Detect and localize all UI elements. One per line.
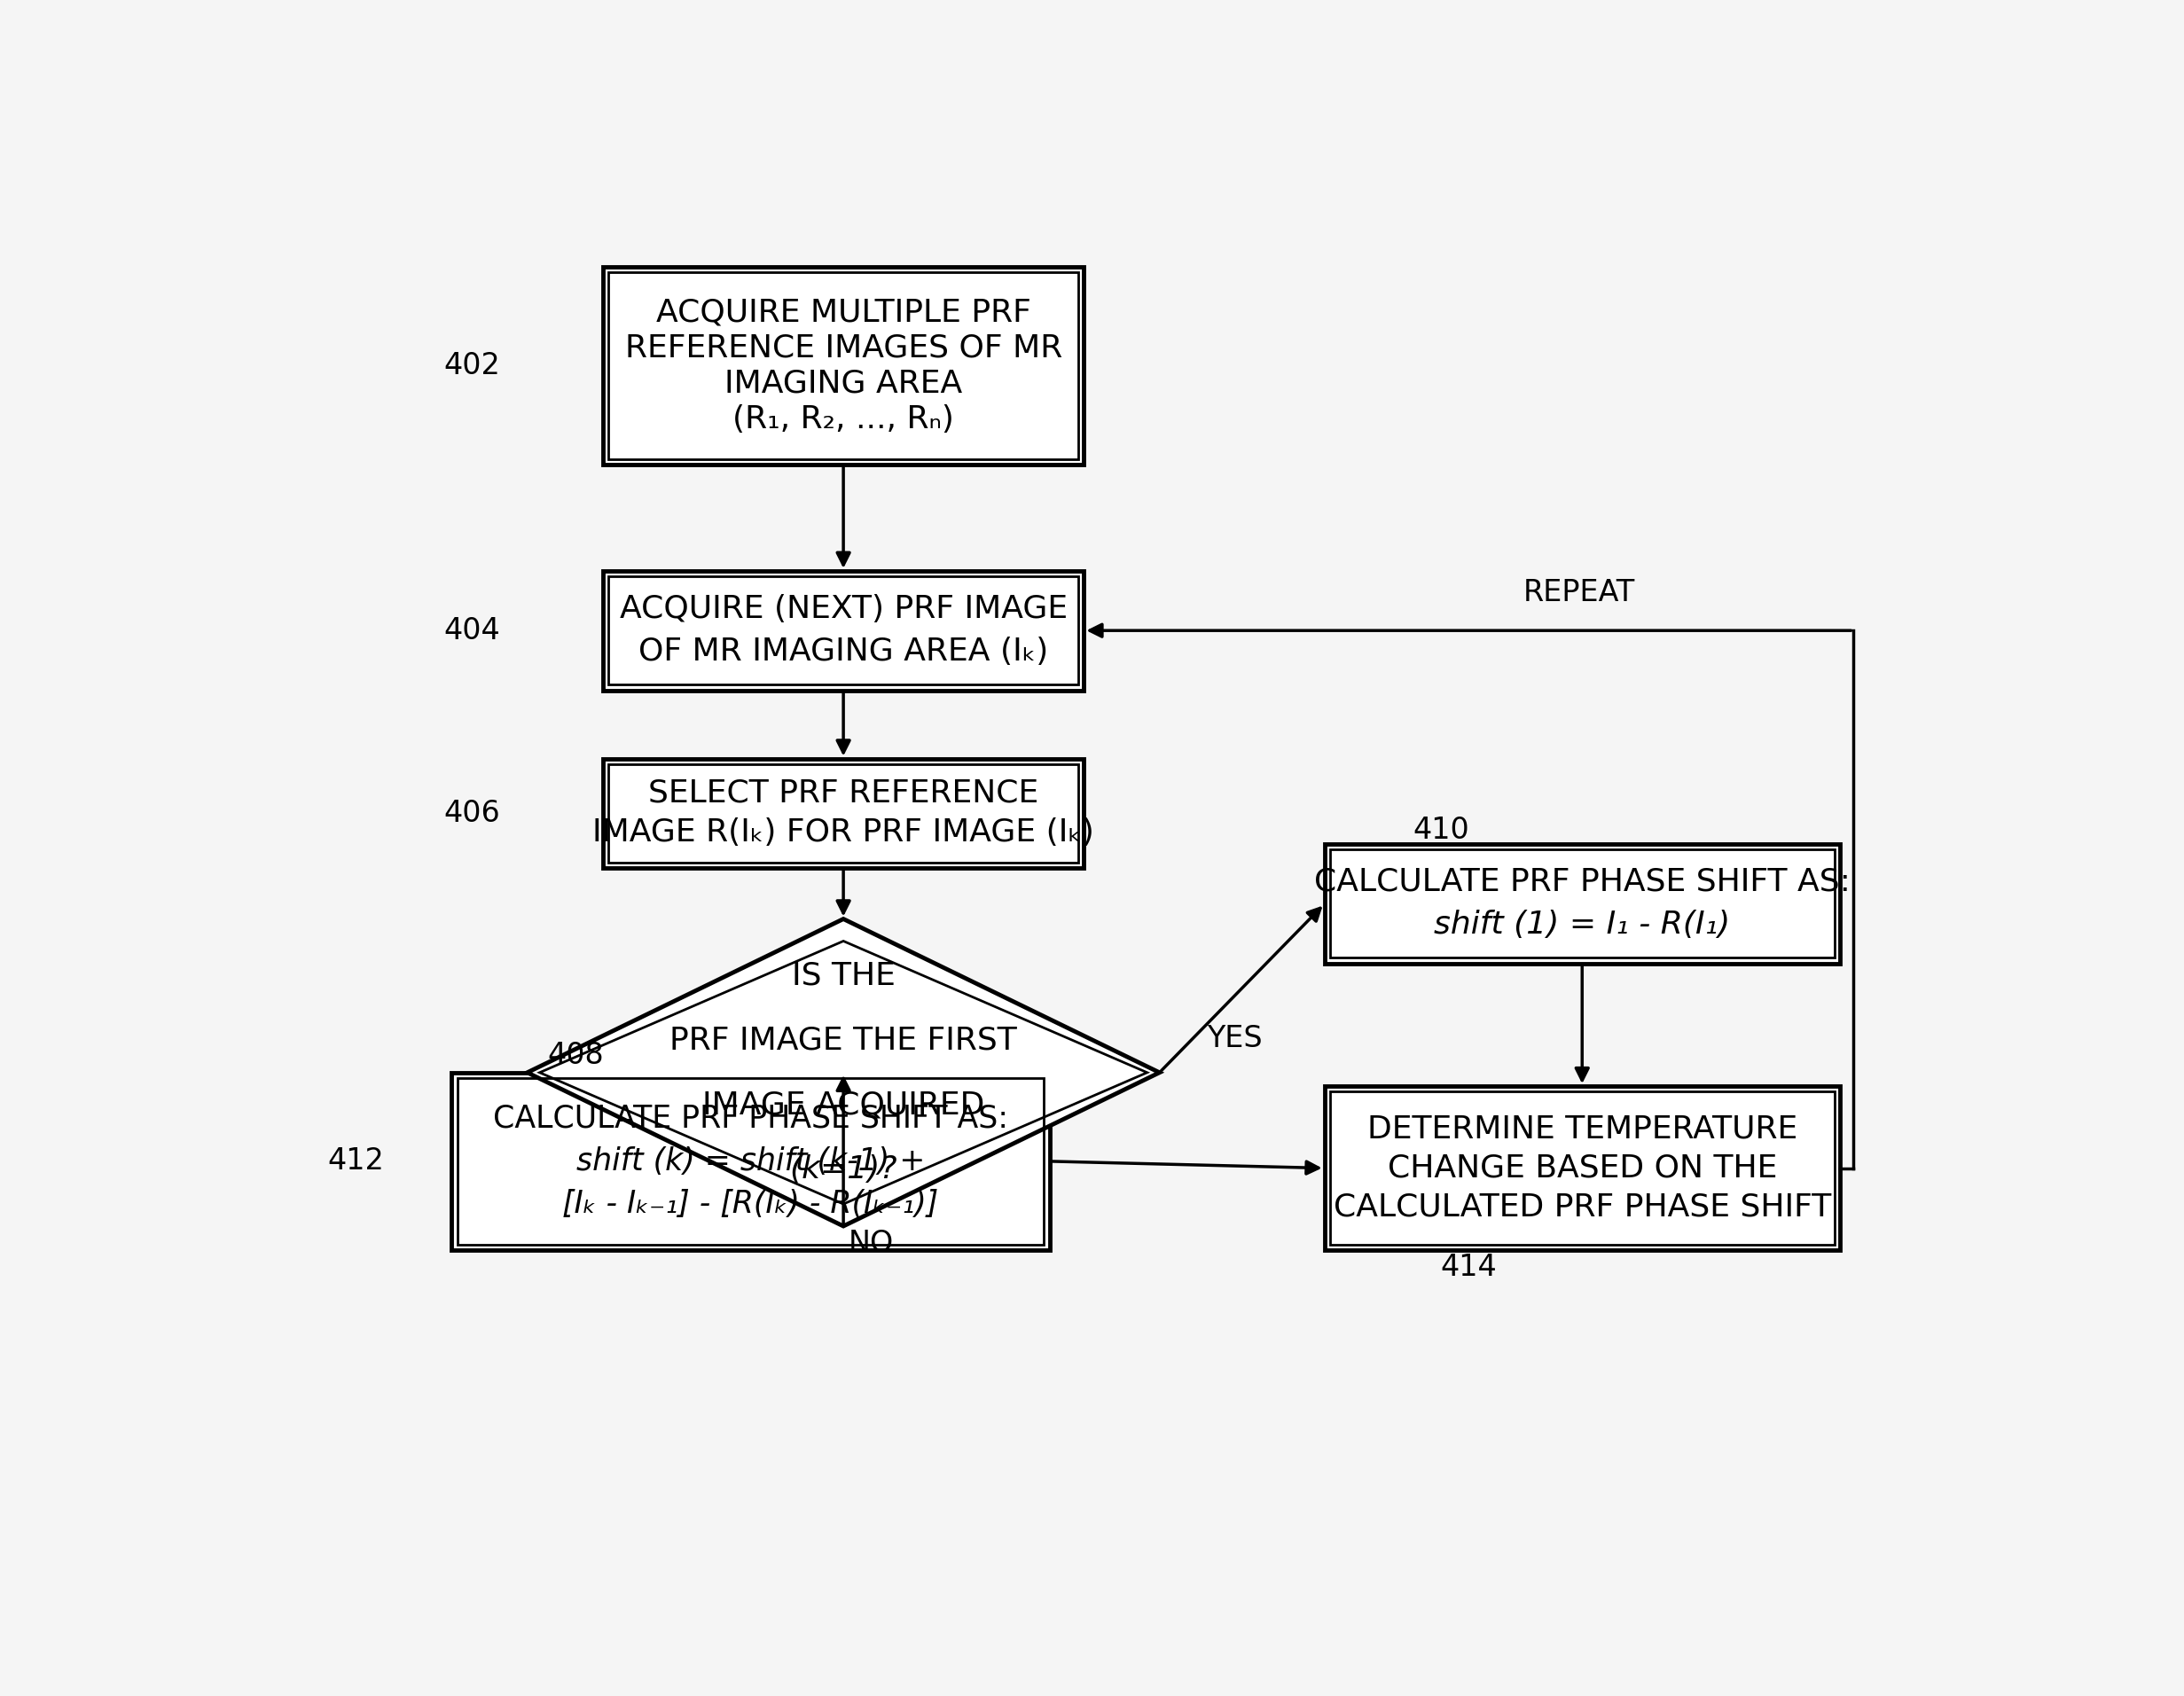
Text: PRF IMAGE THE FIRST: PRF IMAGE THE FIRST — [670, 1024, 1018, 1055]
Text: ACQUIRE MULTIPLE PRF: ACQUIRE MULTIPLE PRF — [655, 297, 1031, 327]
FancyBboxPatch shape — [603, 758, 1083, 868]
Text: IMAGE ACQUIRED: IMAGE ACQUIRED — [703, 1091, 985, 1119]
Text: (k=1)?: (k=1)? — [791, 1155, 898, 1184]
Text: IS THE: IS THE — [791, 960, 895, 990]
FancyBboxPatch shape — [1324, 845, 1839, 963]
Text: 402: 402 — [443, 351, 500, 380]
Text: DETERMINE TEMPERATURE: DETERMINE TEMPERATURE — [1367, 1114, 1797, 1143]
Text: REFERENCE IMAGES OF MR: REFERENCE IMAGES OF MR — [625, 332, 1061, 363]
Text: CALCULATED PRF PHASE SHIFT: CALCULATED PRF PHASE SHIFT — [1332, 1192, 1830, 1223]
FancyBboxPatch shape — [603, 572, 1083, 690]
Text: 408: 408 — [548, 1041, 603, 1070]
Text: OF MR IMAGING AREA (Iₖ): OF MR IMAGING AREA (Iₖ) — [638, 638, 1048, 667]
Text: NO: NO — [847, 1228, 893, 1258]
Text: 414: 414 — [1441, 1252, 1496, 1282]
Text: YES: YES — [1208, 1024, 1262, 1053]
Text: CALCULATE PRF PHASE SHIFT AS:: CALCULATE PRF PHASE SHIFT AS: — [1315, 867, 1850, 897]
Text: IMAGING AREA: IMAGING AREA — [725, 368, 963, 399]
Text: shift (1) = I₁ - R(I₁): shift (1) = I₁ - R(I₁) — [1435, 911, 1730, 940]
Text: CALCULATE PRF PHASE SHIFT AS:: CALCULATE PRF PHASE SHIFT AS: — [494, 1104, 1009, 1133]
Text: 406: 406 — [443, 799, 500, 828]
Text: 404: 404 — [443, 616, 500, 646]
Text: (R₁, R₂, ..., Rₙ): (R₁, R₂, ..., Rₙ) — [732, 404, 954, 434]
Text: REPEAT: REPEAT — [1522, 578, 1634, 607]
FancyBboxPatch shape — [452, 1072, 1051, 1250]
Text: 410: 410 — [1413, 816, 1470, 845]
FancyBboxPatch shape — [603, 266, 1083, 465]
FancyBboxPatch shape — [1324, 1085, 1839, 1250]
Text: CHANGE BASED ON THE: CHANGE BASED ON THE — [1387, 1153, 1778, 1184]
Text: [Iₖ - Iₖ₋₁] - [R(Iₖ) - R(Iₖ₋₁)]: [Iₖ - Iₖ₋₁] - [R(Iₖ) - R(Iₖ₋₁)] — [563, 1189, 939, 1219]
Text: IMAGE R(Iₖ) FOR PRF IMAGE (Iₖ): IMAGE R(Iₖ) FOR PRF IMAGE (Iₖ) — [592, 817, 1094, 848]
Text: shift (k) = shift (k-1) +: shift (k) = shift (k-1) + — [577, 1146, 926, 1177]
Text: 412: 412 — [328, 1146, 384, 1175]
Polygon shape — [526, 919, 1160, 1226]
Text: ACQUIRE (NEXT) PRF IMAGE: ACQUIRE (NEXT) PRF IMAGE — [620, 594, 1068, 624]
Text: SELECT PRF REFERENCE: SELECT PRF REFERENCE — [649, 778, 1040, 809]
